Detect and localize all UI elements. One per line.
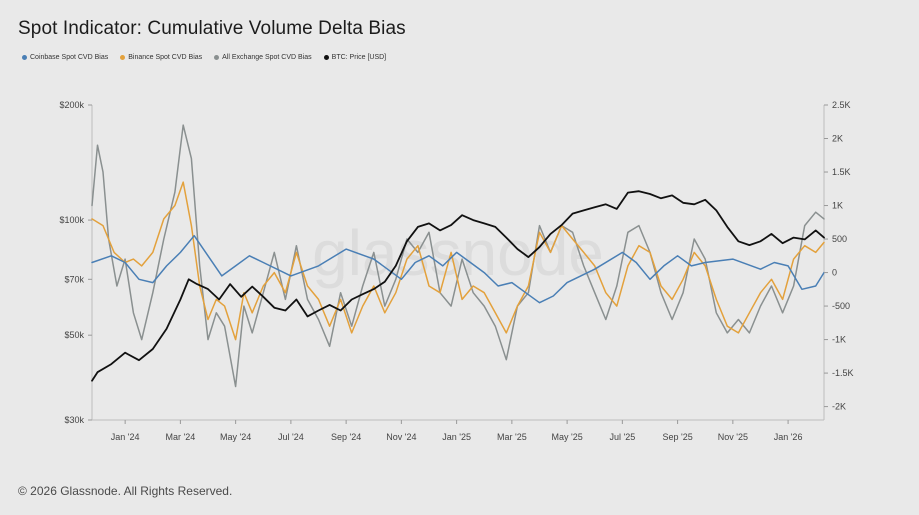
legend-item-binance[interactable]: Binance Spot CVD Bias [120, 54, 202, 61]
series-line-binance [91, 181, 825, 341]
y-right-tick-label: -500 [832, 301, 850, 311]
legend-marker-binance [120, 55, 126, 60]
y-right-tick-label: 1.5K [832, 167, 851, 177]
chart-title: Spot Indicator: Cumulative Volume Delta … [18, 18, 406, 39]
legend-label-btc-price: BTC: Price [USD] [331, 54, 387, 61]
y-right-tick-label: 500 [832, 234, 847, 244]
legend-item-coinbase[interactable]: Coinbase Spot CVD Bias [22, 54, 108, 61]
y-right-tick-label: -2K [832, 402, 846, 412]
y-right-tick-label: 1K [832, 201, 843, 211]
legend-label-binance: Binance Spot CVD Bias [128, 54, 203, 61]
y-left-tick-label: $100k [59, 215, 84, 225]
x-tick-label: May '24 [220, 432, 251, 442]
x-tick-label: Jan '24 [111, 432, 140, 442]
y-left-tick-label: $50k [64, 330, 84, 340]
x-tick-label: Nov '24 [386, 432, 416, 442]
x-tick-label: Jul '24 [278, 432, 304, 442]
y-right-tick-label: 2K [832, 134, 843, 144]
chart-legend: Coinbase Spot CVD Bias Binance Spot CVD … [22, 54, 386, 61]
x-tick-label: Jan '25 [442, 432, 471, 442]
x-tick-label: Mar '25 [497, 432, 527, 442]
series-line-all-exchange [91, 124, 825, 388]
y-right-tick-label: -1K [832, 335, 846, 345]
x-tick-label: Jul '25 [609, 432, 635, 442]
y-right-tick-label: -1.5K [832, 368, 854, 378]
y-right-tick-label: 0 [832, 268, 837, 278]
x-tick-label: Mar '24 [166, 432, 196, 442]
legend-marker-btc-price [323, 55, 329, 60]
x-tick-label: May '25 [551, 432, 582, 442]
x-tick-label: Sep '25 [662, 432, 692, 442]
copyright-footer: © 2026 Glassnode. All Rights Reserved. [18, 484, 233, 498]
legend-marker-coinbase [22, 55, 27, 60]
series-line-btc-price [91, 190, 825, 382]
x-tick-label: Jan '26 [774, 432, 803, 442]
y-left-tick-label: $30k [64, 415, 84, 425]
y-right-tick-label: 2.5K [832, 100, 851, 110]
x-tick-label: Sep '24 [331, 432, 361, 442]
legend-marker-all-exchange [214, 55, 220, 60]
x-tick-label: Nov '25 [718, 432, 748, 442]
legend-item-all-exchange[interactable]: All Exchange Spot CVD Bias [214, 54, 312, 61]
series-line-coinbase [91, 234, 825, 304]
legend-label-all-exchange: All Exchange Spot CVD Bias [222, 54, 312, 61]
y-left-tick-label: $70k [64, 274, 84, 284]
y-left-tick-label: $200k [59, 100, 84, 110]
legend-item-btc-price[interactable]: BTC: Price [USD] [323, 54, 387, 61]
legend-label-coinbase: Coinbase Spot CVD Bias [30, 54, 109, 61]
